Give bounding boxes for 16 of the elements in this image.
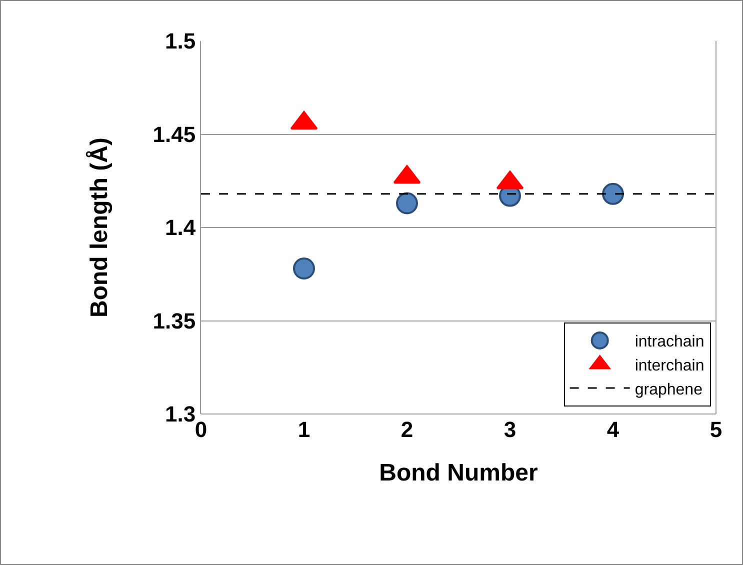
y-tick-label: 1.3 [165, 402, 196, 427]
x-tick-label: 2 [400, 417, 414, 442]
legend-label: graphene [634, 381, 703, 398]
x-tick-label: 5 [710, 417, 722, 442]
y-tick-label: 1.4 [165, 215, 196, 240]
x-tick-label: 4 [606, 417, 620, 442]
y-axis-title: Bond length (Å) [84, 138, 113, 318]
x-axis-title: Bond Number [379, 459, 538, 486]
y-tick-label: 1.45 [152, 122, 196, 147]
x-tick-label: 1 [298, 417, 310, 442]
x-tick-label: 0 [194, 417, 208, 442]
y-tick-label: 1.35 [152, 308, 196, 334]
legend-label: interchain [634, 357, 704, 374]
legend-label: intrachain [634, 334, 704, 351]
y-tick-label: 1.5 [165, 28, 196, 54]
x-tick-label: 3 [504, 417, 516, 442]
